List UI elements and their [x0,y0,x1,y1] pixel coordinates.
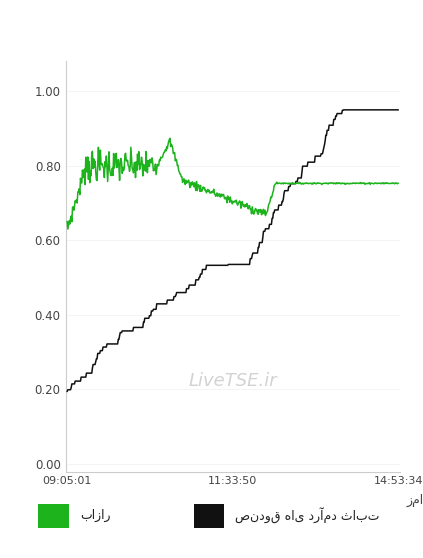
FancyBboxPatch shape [16,488,409,543]
Bar [194,504,224,527]
Text: صندوق های درآمد ثابت: صندوق های درآمد ثابت [235,508,380,524]
Text: LiveTSE.ir: LiveTSE.ir [188,372,277,390]
Text: بازار: بازار [80,509,110,522]
Text: ∞: ∞ [376,14,394,28]
Text: i: i [35,12,41,30]
Text: زمان: زمان [407,494,423,507]
Bar [38,504,69,527]
Text: قدرت پول درشت: قدرت پول درشت [124,12,299,30]
